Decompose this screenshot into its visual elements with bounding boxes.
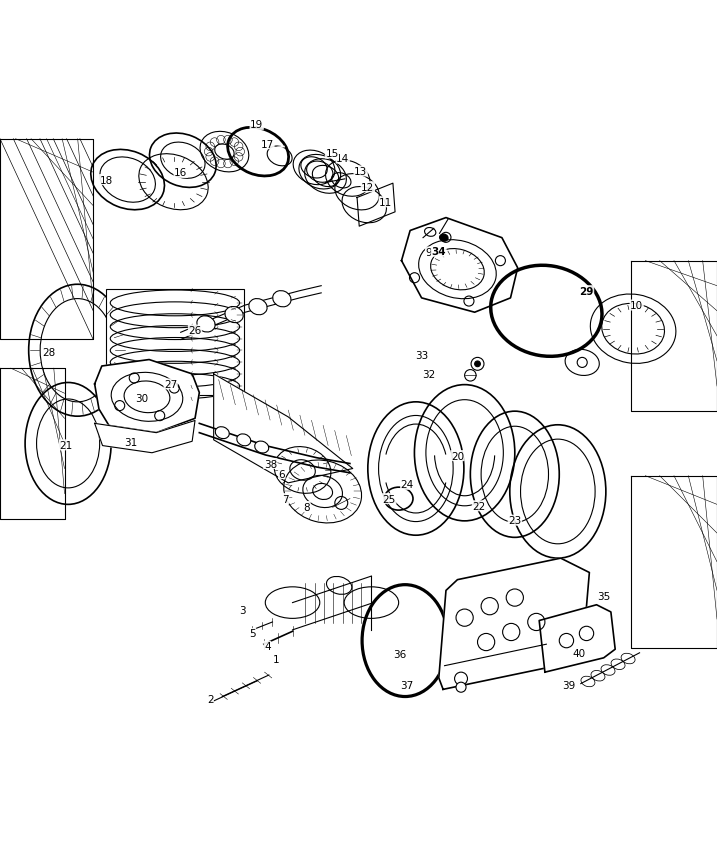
Polygon shape [214, 374, 353, 483]
Text: 2: 2 [206, 694, 214, 705]
Circle shape [475, 361, 480, 367]
Polygon shape [631, 476, 717, 648]
Ellipse shape [272, 291, 291, 308]
Text: 12: 12 [361, 182, 374, 193]
Text: 30: 30 [136, 394, 148, 404]
Text: 32: 32 [422, 370, 435, 379]
Text: 28: 28 [42, 348, 55, 357]
Text: 11: 11 [379, 198, 392, 208]
Text: 35: 35 [597, 591, 610, 602]
Text: 19: 19 [250, 120, 263, 130]
Text: 27: 27 [164, 379, 177, 389]
Text: 37: 37 [401, 680, 414, 690]
Text: 25: 25 [383, 494, 396, 504]
Text: 29: 29 [579, 286, 594, 296]
Polygon shape [357, 184, 395, 227]
Circle shape [456, 682, 466, 693]
Polygon shape [539, 605, 615, 672]
Text: 40: 40 [573, 648, 586, 658]
Text: 9: 9 [425, 248, 432, 257]
Text: 22: 22 [473, 501, 485, 511]
Polygon shape [95, 421, 195, 453]
Ellipse shape [225, 307, 243, 323]
Polygon shape [631, 262, 717, 412]
Text: 1: 1 [272, 653, 280, 664]
Text: 17: 17 [261, 140, 274, 150]
Text: 20: 20 [451, 451, 464, 461]
Polygon shape [439, 559, 589, 689]
Ellipse shape [249, 299, 267, 315]
Text: 39: 39 [562, 680, 575, 690]
Text: 18: 18 [100, 176, 113, 186]
Text: 21: 21 [60, 440, 72, 451]
Text: 5: 5 [249, 629, 256, 639]
Ellipse shape [215, 427, 229, 439]
Text: 26: 26 [189, 325, 201, 336]
Ellipse shape [255, 441, 269, 453]
Text: 13: 13 [354, 167, 367, 176]
Text: 4: 4 [264, 642, 271, 652]
Ellipse shape [440, 235, 448, 242]
Polygon shape [0, 140, 93, 340]
Text: 7: 7 [282, 494, 289, 504]
Text: 10: 10 [630, 301, 643, 311]
Polygon shape [95, 360, 199, 433]
Polygon shape [402, 218, 518, 313]
Ellipse shape [237, 435, 251, 446]
Text: 24: 24 [401, 480, 414, 490]
Ellipse shape [197, 316, 215, 332]
Text: 15: 15 [326, 149, 338, 158]
Polygon shape [0, 369, 65, 519]
Text: 23: 23 [508, 515, 521, 526]
Text: 34: 34 [432, 247, 446, 257]
Text: 14: 14 [336, 154, 349, 164]
Bar [106, 289, 244, 395]
Text: 3: 3 [239, 606, 246, 616]
Text: 8: 8 [303, 502, 310, 512]
Text: 38: 38 [264, 459, 277, 469]
Text: 36: 36 [394, 648, 407, 659]
Text: 33: 33 [415, 351, 428, 360]
Text: 16: 16 [174, 168, 187, 178]
Circle shape [465, 370, 476, 382]
Text: 31: 31 [124, 437, 137, 447]
Text: 6: 6 [278, 469, 285, 479]
